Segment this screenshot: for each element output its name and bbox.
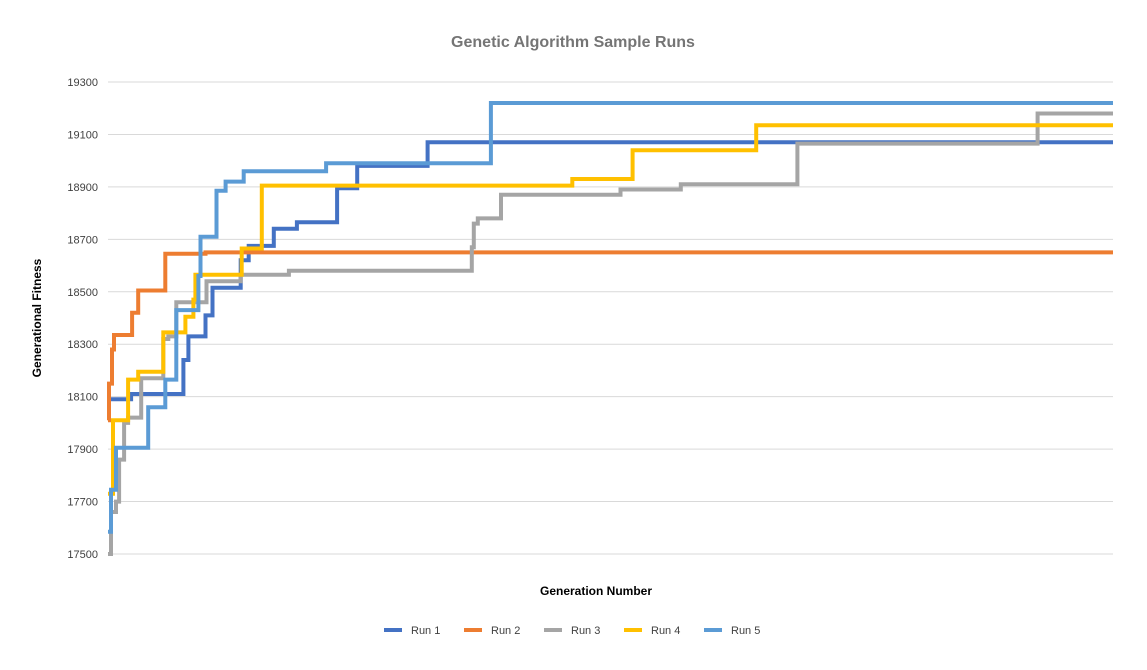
chart-title: Genetic Algorithm Sample Runs xyxy=(451,34,695,51)
y-tick-label: 18700 xyxy=(67,234,98,246)
y-tick-label: 18100 xyxy=(67,392,98,404)
legend-label-run-3: Run 3 xyxy=(571,625,600,637)
gridlines xyxy=(108,81,1113,555)
y-tick-labels: 17500 17700 17900 18100 18300 18500 18700 18900… xyxy=(67,77,98,561)
series-line-run-1 xyxy=(108,140,1113,402)
series-line-run-3 xyxy=(108,111,1113,556)
y-tick-label: 17700 xyxy=(67,497,98,509)
legend-label-run-4: Run 4 xyxy=(651,625,680,637)
legend-label-run-1: Run 1 xyxy=(411,625,440,637)
y-tick-label: 19300 xyxy=(67,77,98,89)
series-lines xyxy=(107,101,1113,556)
y-tick-label: 18900 xyxy=(67,182,98,194)
series-line-run-5 xyxy=(108,101,1113,534)
y-tick-label: 18500 xyxy=(67,287,98,299)
y-tick-label: 17500 xyxy=(67,549,98,561)
legend-label-run-2: Run 2 xyxy=(491,625,520,637)
y-tick-label: 17900 xyxy=(67,444,98,456)
y-tick-label: 19100 xyxy=(67,129,98,141)
series-line-run-4 xyxy=(108,123,1113,496)
y-tick-label: 18300 xyxy=(67,339,98,351)
legend-label-run-5: Run 5 xyxy=(731,625,760,637)
series-line-run-2 xyxy=(107,250,1113,423)
x-axis-title: Generation Number xyxy=(540,584,652,598)
y-axis-title: Generational Fitness xyxy=(30,258,44,377)
legend: Run 1 Run 2 Run 3 Run 4 Run 5 xyxy=(384,625,760,637)
